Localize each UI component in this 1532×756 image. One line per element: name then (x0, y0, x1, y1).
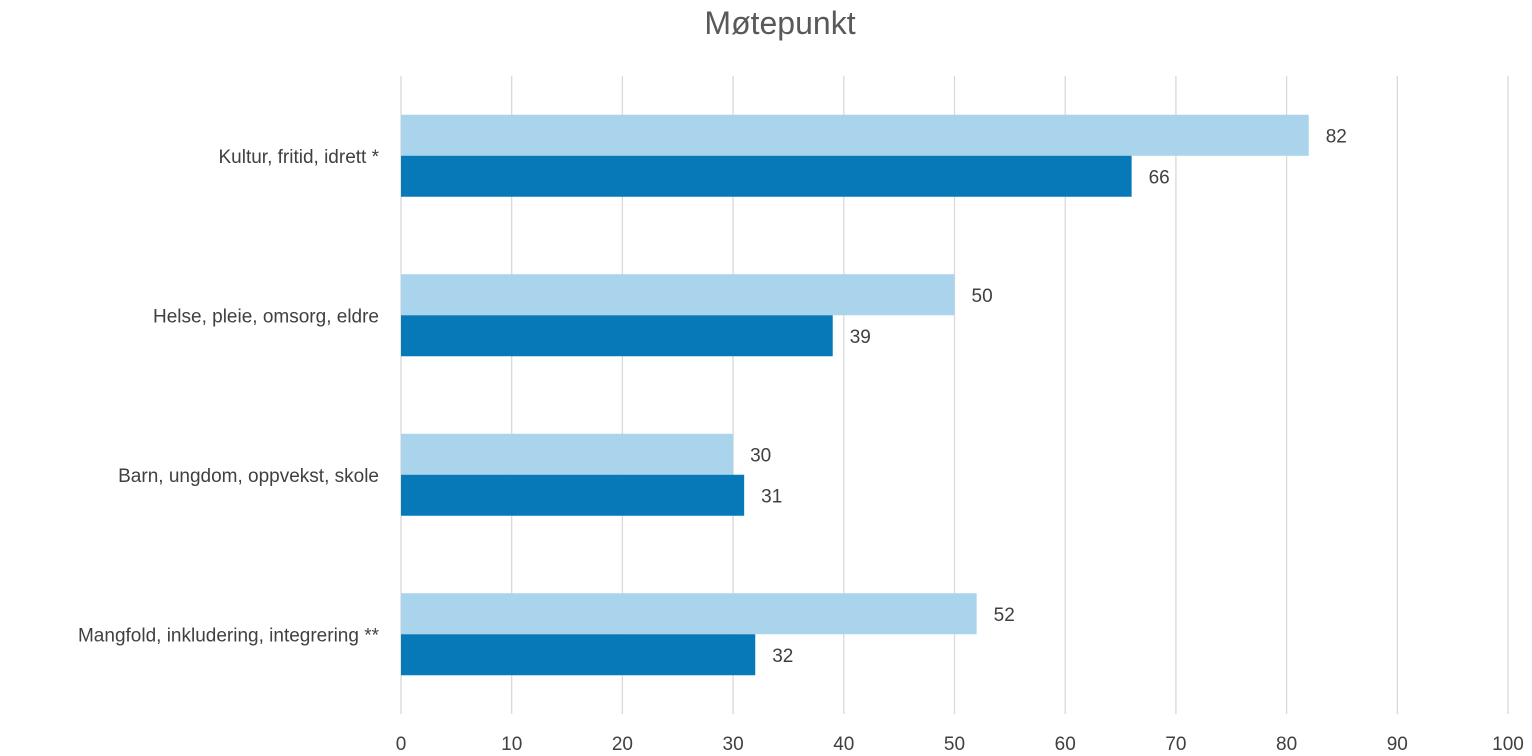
bar-series1-3 (401, 433, 734, 475)
x-tick-label: 10 (501, 734, 522, 755)
category-labels: Kultur, fritid, idrett * Helse, pleie, om… (78, 147, 380, 647)
data-label: 30 (750, 445, 771, 466)
bar-series2-3 (401, 474, 745, 516)
bar-series2-2 (401, 315, 833, 357)
data-label: 31 (761, 486, 782, 507)
bar-series2-1 (401, 155, 1132, 197)
data-labels: 82 66 50 39 30 31 52 32 (750, 126, 1347, 667)
category-label: Helse, pleie, omsorg, eldre (153, 306, 379, 327)
bar-series1-2 (401, 274, 955, 316)
x-tick-label: 20 (612, 734, 633, 755)
data-label: 66 (1149, 167, 1170, 188)
data-label: 39 (850, 327, 871, 348)
x-tick-label: 50 (944, 734, 965, 755)
category-label: Barn, ungdom, oppvekst, skole (118, 466, 379, 487)
bar-series2-4 (401, 634, 756, 676)
chart-title: Møtepunkt (704, 5, 855, 41)
category-label: Kultur, fritid, idrett * (218, 147, 379, 168)
x-tick-label: 80 (1276, 734, 1297, 755)
x-tick-label: 60 (1055, 734, 1076, 755)
data-label: 50 (972, 286, 993, 307)
category-label: Mangfold, inkludering, integrering ** (78, 625, 380, 646)
x-tick-label: 0 (396, 734, 407, 755)
bar-series1-1 (401, 114, 1309, 156)
bar-series1-4 (401, 593, 977, 635)
x-tick-label: 100 (1492, 734, 1524, 755)
x-axis-ticks: 0 10 20 30 40 50 60 70 80 90 100 (396, 734, 1524, 755)
data-label: 52 (994, 605, 1015, 626)
bars (401, 114, 1309, 676)
x-tick-label: 90 (1387, 734, 1408, 755)
data-label: 32 (772, 646, 793, 667)
x-tick-label: 70 (1165, 734, 1186, 755)
x-tick-label: 30 (723, 734, 744, 755)
data-label: 82 (1326, 126, 1347, 147)
x-tick-label: 40 (833, 734, 854, 755)
